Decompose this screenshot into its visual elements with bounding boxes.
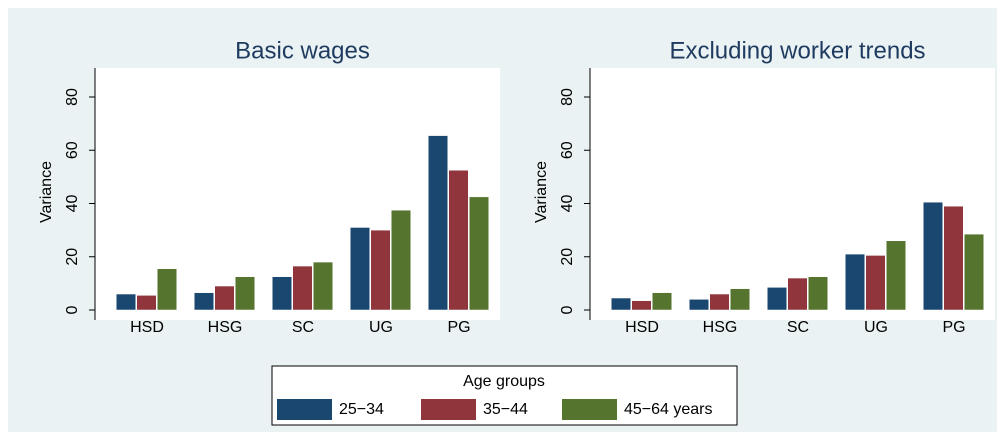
bar <box>808 276 828 311</box>
legend-swatch <box>562 399 617 420</box>
x-tick-label: HSD <box>130 319 164 336</box>
bar <box>116 293 136 311</box>
y-tick-label: 60 <box>64 141 81 159</box>
x-tick-label: HSD <box>625 319 659 336</box>
bar <box>469 196 489 311</box>
chart-title: Excluding worker trends <box>669 37 925 64</box>
bar <box>235 276 255 311</box>
legend-swatch <box>277 399 332 420</box>
y-tick-label: 0 <box>64 305 81 314</box>
legend-box <box>271 365 738 426</box>
bar <box>136 295 157 311</box>
bar <box>631 300 652 311</box>
legend-label: 25−34 <box>339 401 384 418</box>
x-tick-label: HSG <box>703 319 738 336</box>
x-tick-label: PG <box>447 319 470 336</box>
y-axis-label: Variance <box>533 161 550 223</box>
y-axis-label: Variance <box>38 161 55 223</box>
x-tick-label: SC <box>292 319 314 336</box>
bar <box>194 292 214 311</box>
y-tick-label: 40 <box>559 195 576 213</box>
x-tick-label: PG <box>942 319 965 336</box>
bar <box>709 293 730 311</box>
bar <box>272 276 292 311</box>
bar <box>886 240 906 311</box>
legend-label: 35−44 <box>483 401 528 418</box>
y-tick-label: 80 <box>64 88 81 106</box>
bar <box>448 169 469 311</box>
y-tick-label: 0 <box>559 305 576 314</box>
bar <box>865 255 886 311</box>
bar <box>689 299 709 311</box>
legend-title: Age groups <box>463 373 545 390</box>
bar <box>964 233 984 311</box>
bar <box>391 209 411 311</box>
y-tick-label: 20 <box>64 248 81 266</box>
bar <box>350 227 370 311</box>
bar <box>652 292 672 311</box>
y-tick-label: 20 <box>559 248 576 266</box>
bar <box>923 201 943 311</box>
bar <box>292 265 313 311</box>
bar <box>787 277 808 311</box>
x-tick-label: UG <box>864 319 888 336</box>
chart-title: Basic wages <box>235 37 370 64</box>
bar <box>845 253 865 311</box>
bar <box>157 268 177 311</box>
bar <box>370 229 391 311</box>
bar <box>943 205 964 311</box>
y-tick-label: 60 <box>559 141 576 159</box>
bar <box>214 285 235 311</box>
x-tick-label: UG <box>369 319 393 336</box>
bar <box>730 288 750 311</box>
x-tick-label: SC <box>787 319 809 336</box>
y-tick-label: 80 <box>559 88 576 106</box>
bar <box>611 297 631 311</box>
y-tick-label: 40 <box>64 195 81 213</box>
legend-label: 45−64 years <box>624 401 713 418</box>
legend-swatch <box>421 399 476 420</box>
bar <box>767 287 787 311</box>
bar <box>428 135 448 311</box>
bar <box>313 261 333 311</box>
x-tick-label: HSG <box>208 319 243 336</box>
